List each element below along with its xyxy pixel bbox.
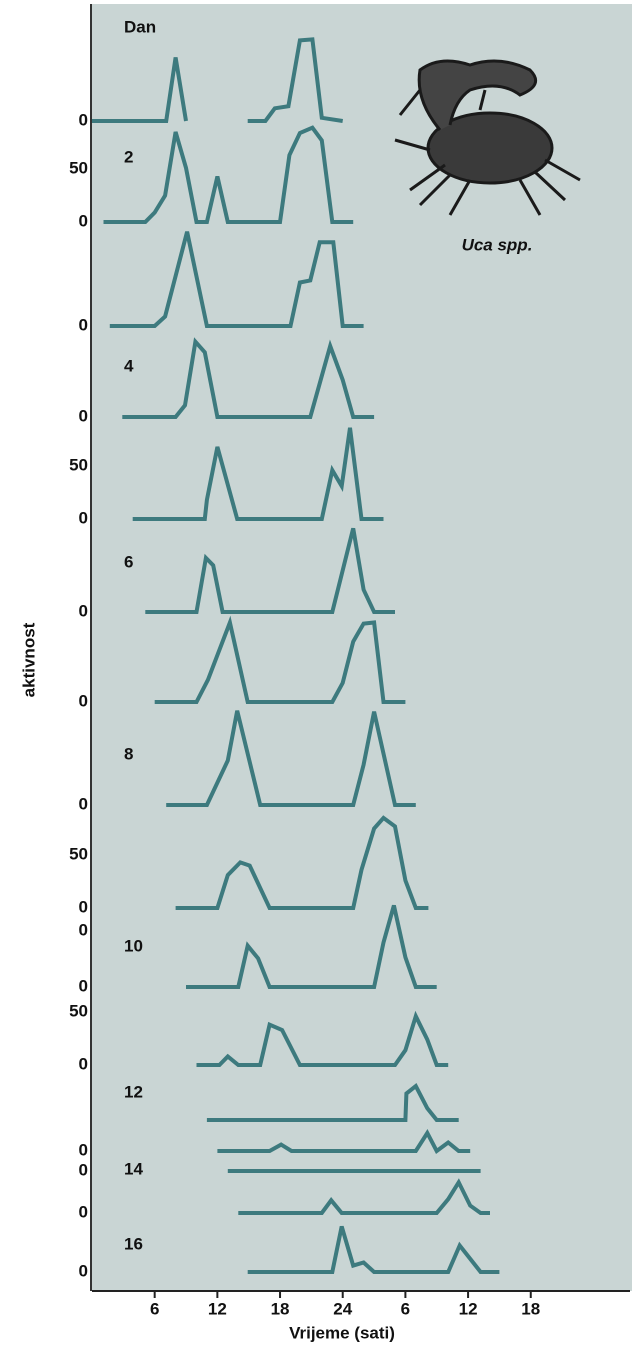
- x-axis-label: Vrijeme (sati): [289, 1323, 395, 1342]
- day-label: 2: [124, 147, 133, 166]
- species-note: Uca spp.: [462, 235, 533, 254]
- y-tick-label: 0: [79, 691, 88, 710]
- activity-line: [122, 337, 375, 419]
- x-tick-label: 18: [271, 1299, 290, 1318]
- y-tick-label: 0: [79, 1202, 88, 1221]
- activity-line: [196, 1010, 449, 1067]
- y-axis-label: aktivnost: [19, 622, 38, 697]
- y-tick-label: 50: [69, 844, 88, 863]
- activity-line: [132, 427, 384, 521]
- day-label: 14: [124, 1159, 143, 1178]
- x-tick-label: 12: [208, 1299, 227, 1318]
- day-label: 12: [124, 1082, 143, 1101]
- y-tick-label: 0: [79, 406, 88, 425]
- x-tick-label: 6: [401, 1299, 410, 1318]
- y-tick-label: 0: [79, 110, 88, 129]
- y-tick-label: 50: [69, 1001, 88, 1020]
- y-tick-label: 0: [79, 1160, 88, 1179]
- activity-line: [186, 904, 437, 989]
- plot-background: [90, 4, 632, 1291]
- y-tick-label: 50: [69, 455, 88, 474]
- activity-line: [145, 527, 395, 614]
- day-label: 6: [124, 552, 133, 571]
- day-label: 4: [124, 356, 134, 375]
- x-tick-label: 12: [459, 1299, 478, 1318]
- x-tick-label: 24: [333, 1299, 352, 1318]
- activity-line: [154, 615, 406, 704]
- y-tick-label: 0: [79, 794, 88, 813]
- activity-line: [166, 710, 416, 807]
- y-tick-label: 0: [79, 1054, 88, 1073]
- activity-line: [109, 231, 364, 328]
- y-tick-label: 0: [79, 315, 88, 334]
- activity-line: [103, 125, 354, 224]
- day-label: Dan: [124, 17, 156, 36]
- y-tick-label: 50: [69, 158, 88, 177]
- activity-line: [206, 1083, 459, 1122]
- activity-line: [92, 37, 344, 123]
- y-tick-label: 0: [79, 1261, 88, 1280]
- y-tick-label: 0: [79, 1140, 88, 1159]
- day-label: 10: [124, 936, 143, 955]
- crab-illustration: [394, 59, 581, 216]
- y-tick-label: 0: [79, 897, 88, 916]
- y-tick-label: 0: [79, 508, 88, 527]
- activity-line: [238, 1178, 490, 1215]
- day-label: 8: [124, 744, 133, 763]
- x-tick-label: 18: [521, 1299, 540, 1318]
- day-label: 16: [124, 1234, 143, 1253]
- x-tick-label: 6: [150, 1299, 159, 1318]
- y-tick-label: 0: [79, 601, 88, 620]
- activity-line: [175, 815, 429, 910]
- y-tick-label: 0: [79, 976, 88, 995]
- y-tick-label: 0: [79, 920, 88, 939]
- activity-line: [217, 1129, 471, 1154]
- activity-line: [247, 1225, 500, 1274]
- y-tick-label: 0: [79, 211, 88, 230]
